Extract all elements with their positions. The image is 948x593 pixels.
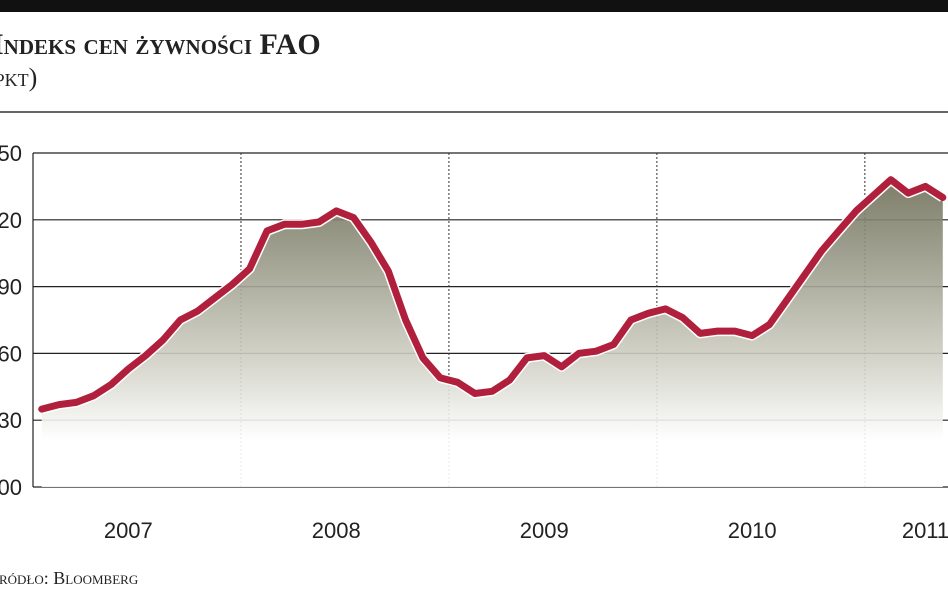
- x-tick-label: 2010: [728, 518, 777, 543]
- area: [41, 179, 943, 487]
- chart-title: Indeks cen żywności FAO: [0, 28, 321, 61]
- y-tick-label: 190: [0, 275, 22, 300]
- source: Źródło: Bloomberg: [0, 567, 138, 588]
- chart-subtitle: (pkt): [0, 63, 37, 92]
- line: [38, 176, 947, 413]
- plot: 100 130 160 190 220 250 2007 2008 2009 2010 2011: [0, 141, 948, 543]
- y-tick-label: 250: [0, 141, 22, 166]
- y-tick-label: 160: [0, 341, 22, 366]
- x-tick-label: 2011: [902, 518, 948, 543]
- x-tick-label: 2007: [104, 518, 153, 543]
- y-tick-label: 220: [0, 208, 22, 233]
- y-tick-label: 100: [0, 475, 22, 500]
- top-bar: [0, 0, 948, 12]
- y-tick-label: 130: [0, 408, 22, 433]
- x-tick-label: 2008: [312, 518, 361, 543]
- x-tick-label: 2009: [520, 518, 569, 543]
